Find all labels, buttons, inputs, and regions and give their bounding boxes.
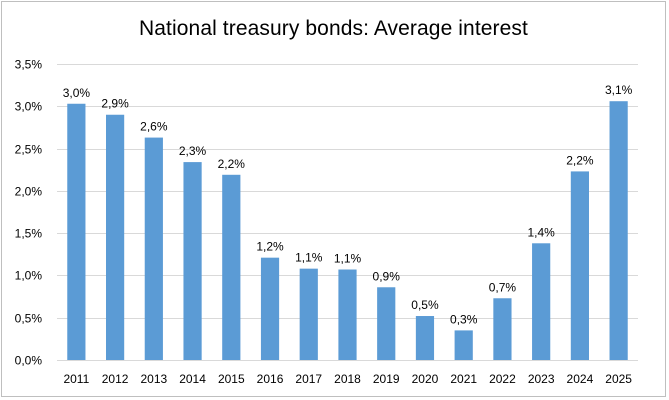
y-tick-label: 1,5%	[15, 227, 43, 241]
bar-2013	[144, 137, 163, 360]
data-label-2021: 0,3%	[450, 312, 478, 326]
data-label-2020: 0,5%	[411, 298, 439, 312]
data-label-2012: 2,9%	[101, 97, 129, 111]
bar-2024	[570, 171, 589, 360]
y-axis-ticks: 0,0% 0,5% 1,0% 1,5% 2,0% 2,5% 3,0% 3,5%	[15, 58, 43, 368]
bar-2015	[222, 174, 241, 360]
x-tick-label: 2015	[218, 372, 245, 386]
bar-2023	[532, 243, 551, 360]
bar-2022	[493, 298, 512, 360]
data-label-2013: 2,6%	[140, 120, 168, 134]
x-axis-ticks: 2011 2012 2013 2014 2015 2016 2017 2018 2019 2020…	[63, 372, 632, 386]
data-label-2019: 0,9%	[373, 269, 401, 283]
x-tick-label: 2020	[412, 372, 439, 386]
bar-2012	[106, 114, 125, 361]
data-label-2015: 2,2%	[218, 157, 246, 171]
data-label-2016: 1,2%	[256, 240, 284, 254]
y-tick-label: 3,0%	[15, 100, 43, 114]
bar-2025	[609, 101, 628, 361]
x-tick-label: 2023	[528, 372, 555, 386]
data-label-2025: 3,1%	[605, 83, 633, 97]
data-label-2014: 2,3%	[179, 144, 207, 158]
bar-2018	[338, 269, 357, 360]
x-tick-label: 2022	[489, 372, 516, 386]
bar-2011	[67, 103, 86, 360]
x-tick-label: 2025	[605, 372, 632, 386]
bars	[67, 101, 628, 361]
data-labels: 3,0% 2,9% 2,6% 2,3% 2,2% 1,2% 1,1% 1,1% 0,9% 0,5%…	[63, 83, 633, 326]
bar-2021	[454, 330, 473, 360]
bar-2017	[299, 268, 318, 360]
x-tick-label: 2021	[450, 372, 477, 386]
x-tick-label: 2012	[102, 372, 129, 386]
x-tick-label: 2014	[179, 372, 206, 386]
data-label-2017: 1,1%	[295, 251, 323, 265]
bar-2019	[377, 287, 396, 360]
x-tick-label: 2018	[334, 372, 361, 386]
x-tick-label: 2011	[63, 372, 89, 386]
chart-title: National treasury bonds: Average interes…	[139, 17, 528, 40]
data-label-2022: 0,7%	[489, 280, 517, 294]
y-tick-label: 0,0%	[15, 354, 43, 368]
y-tick-label: 2,5%	[15, 143, 43, 157]
y-tick-label: 2,0%	[15, 185, 43, 199]
data-label-2023: 1,4%	[527, 225, 555, 239]
x-tick-label: 2019	[373, 372, 400, 386]
y-tick-label: 1,0%	[15, 269, 43, 283]
y-tick-label: 0,5%	[15, 312, 43, 326]
x-tick-label: 2017	[295, 372, 322, 386]
x-tick-label: 2013	[140, 372, 167, 386]
x-tick-label: 2016	[257, 372, 284, 386]
bar-2020	[415, 316, 435, 360]
bar-2016	[260, 257, 280, 360]
data-label-2018: 1,1%	[334, 252, 362, 266]
x-tick-label: 2024	[567, 372, 594, 386]
bar-2014	[183, 162, 202, 360]
data-label-2011: 3,0%	[63, 86, 91, 100]
y-tick-label: 3,5%	[15, 58, 43, 72]
data-label-2024: 2,2%	[566, 153, 594, 167]
